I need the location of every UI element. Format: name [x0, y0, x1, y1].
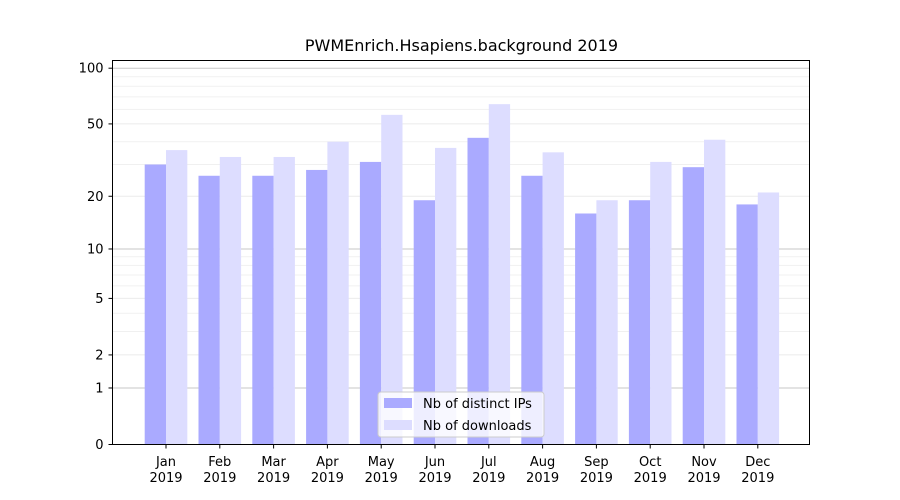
bars: [144, 104, 780, 445]
bar-distinct-ips: [736, 204, 758, 445]
y-axis: 0 1 2 5 10 20 50 100: [79, 62, 113, 453]
x-axis: Jan2019Feb2019Mar2019Apr2019May2019Jun20…: [149, 444, 774, 486]
x-tick-label-month: Jan: [155, 455, 176, 470]
bar-distinct-ips: [467, 137, 489, 445]
y-tick-label: 20: [87, 190, 104, 205]
bar-downloads: [435, 147, 457, 445]
x-tick-label-year: 2019: [472, 471, 505, 486]
bar-downloads: [757, 192, 780, 445]
x-tick-label-year: 2019: [149, 471, 182, 486]
legend-label-downloads: Nb of downloads: [423, 419, 532, 434]
bar-distinct-ips: [198, 175, 220, 445]
x-tick-label-year: 2019: [634, 471, 667, 486]
bar-downloads: [166, 150, 188, 445]
y-tick-label: 2: [95, 348, 103, 363]
x-tick-label-month: Apr: [316, 455, 339, 470]
legend-swatch-downloads: [384, 420, 412, 430]
x-tick-label-month: Dec: [745, 455, 770, 470]
x-tick-label-month: Sep: [584, 455, 609, 470]
x-tick-label-year: 2019: [687, 471, 720, 486]
x-tick-label-month: Jun: [424, 455, 445, 470]
x-tick-label-year: 2019: [311, 471, 344, 486]
x-tick-label-month: May: [368, 455, 395, 470]
legend: Nb of distinct IPs Nb of downloads: [377, 391, 545, 438]
y-tick-label: 50: [87, 117, 104, 132]
bar-distinct-ips: [144, 164, 166, 445]
chart-title: PWMEnrich.Hsapiens.background 2019: [305, 36, 618, 55]
legend-swatch-distinct-ips: [384, 398, 412, 408]
x-tick-label-month: Nov: [691, 455, 717, 470]
bar-distinct-ips: [682, 167, 704, 445]
bar-distinct-ips: [628, 200, 651, 445]
bar-downloads: [219, 156, 242, 445]
bar-downloads: [381, 114, 403, 445]
y-tick-label: 10: [87, 242, 104, 257]
bar-distinct-ips: [252, 175, 274, 445]
bar-distinct-ips: [521, 175, 543, 445]
bar-downloads: [327, 141, 349, 445]
x-tick-label-year: 2019: [365, 471, 398, 486]
bar-downloads: [650, 161, 672, 445]
x-tick-label-year: 2019: [418, 471, 451, 486]
bar-distinct-ips: [359, 161, 382, 445]
x-tick-label-month: Aug: [530, 455, 555, 470]
bar-downloads: [704, 139, 726, 445]
x-tick-label-year: 2019: [526, 471, 559, 486]
legend-label-distinct-ips: Nb of distinct IPs: [423, 397, 532, 412]
bar-distinct-ips: [575, 213, 597, 445]
x-tick-label-year: 2019: [257, 471, 290, 486]
bar-downloads: [488, 104, 511, 445]
y-tick-label: 0: [95, 438, 103, 453]
bar-distinct-ips: [306, 169, 328, 445]
plot-frame: [112, 60, 810, 445]
x-tick-label-year: 2019: [741, 471, 774, 486]
x-tick-label-year: 2019: [580, 471, 613, 486]
x-tick-label-month: Jul: [480, 455, 497, 470]
x-tick-label-year: 2019: [203, 471, 236, 486]
x-tick-label-month: Oct: [639, 455, 661, 470]
bar-downloads: [273, 156, 295, 445]
x-tick-label-month: Feb: [208, 455, 231, 470]
y-tick-label: 5: [95, 292, 103, 307]
x-tick-label-month: Mar: [261, 455, 286, 470]
legend-box: [377, 391, 545, 438]
bar-distinct-ips: [413, 200, 435, 445]
bar-downloads: [596, 200, 618, 445]
y-tick-label: 100: [79, 62, 104, 77]
y-tick-label: 1: [95, 381, 103, 396]
bar-downloads: [542, 152, 564, 445]
